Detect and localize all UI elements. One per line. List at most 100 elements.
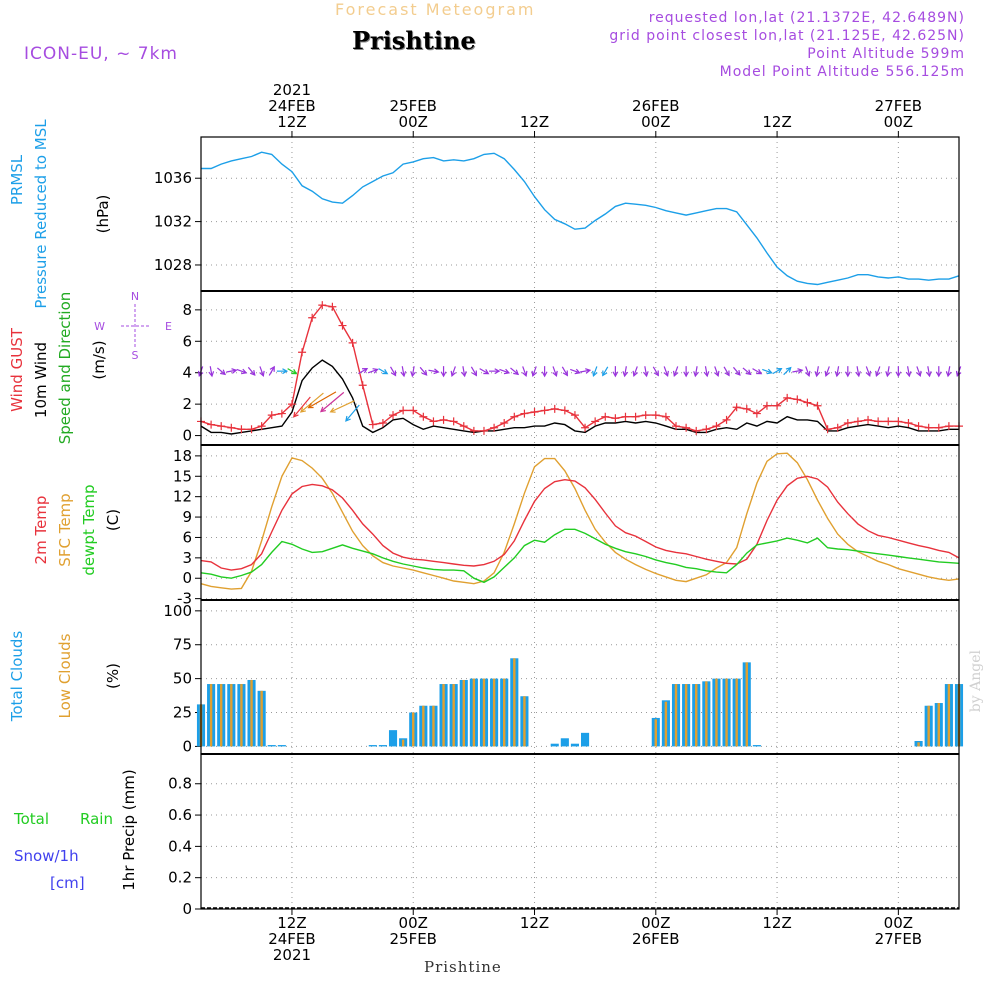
gust-marker — [864, 415, 873, 424]
time-label-top: 00Z — [399, 113, 428, 131]
gust-marker — [530, 408, 539, 416]
gust-marker — [823, 425, 832, 434]
wind-arrow-head — [935, 371, 942, 378]
gust-marker — [803, 398, 812, 407]
gust-marker — [429, 417, 438, 426]
wind-arrow — [390, 366, 397, 376]
gust-marker — [611, 414, 620, 423]
wind-arrow-head — [320, 406, 326, 413]
wind-arrow — [947, 366, 951, 377]
wind-label-gust: Wind GUST — [8, 327, 26, 412]
wind-arrow-head — [259, 370, 265, 378]
low-cloud-bar — [523, 696, 526, 747]
low-cloud-bar — [482, 678, 486, 747]
wind-arrow-head — [683, 371, 690, 378]
wind-arrow — [694, 366, 698, 377]
wind-arrow — [856, 366, 860, 377]
wind-arrow — [479, 368, 489, 375]
y-tick-label: 12 — [173, 488, 192, 506]
temp-label-2m: 2m Temp — [32, 496, 50, 565]
wind-arrow-head — [955, 370, 962, 378]
low-cloud-bar — [260, 690, 263, 747]
time-label-bottom: 00Z — [399, 914, 428, 932]
wind-arrow-head — [329, 407, 336, 413]
wind-arrow-head — [521, 370, 528, 378]
wind-arrow-head — [299, 407, 306, 413]
wind-arrow — [762, 368, 772, 374]
wind-arrow-head — [282, 368, 289, 375]
total-cloud-bar — [752, 745, 761, 747]
gust-marker — [378, 419, 387, 427]
low-cloud-bar — [674, 684, 678, 747]
wind-arrow — [367, 368, 378, 374]
compass-w: W — [94, 320, 105, 333]
low-cloud-bar — [937, 703, 940, 747]
low-cloud-bar — [725, 678, 728, 747]
wind-arrow-head — [249, 369, 256, 376]
wind-arrow-head — [541, 371, 548, 378]
wind-arrow-head — [362, 368, 369, 374]
low-cloud-bar — [684, 684, 688, 747]
gust-marker — [722, 415, 731, 424]
time-label-bottom: 26FEB — [632, 930, 679, 948]
total-cloud-bar — [388, 730, 398, 747]
wind-arrow — [644, 366, 648, 377]
low-cloud-bar — [715, 678, 718, 747]
y-tick-label: 15 — [173, 467, 192, 485]
wind-arrow-head — [585, 368, 592, 374]
gust-marker — [298, 348, 307, 357]
wind-arrow-head — [693, 371, 699, 378]
gust-marker — [500, 419, 509, 427]
clouds-unit: (%) — [104, 663, 122, 689]
low-cloud-bar — [250, 679, 253, 747]
time-label-bottom: 2021 — [273, 946, 311, 964]
wind-arrow — [875, 366, 881, 377]
gust-marker — [712, 422, 721, 431]
low-cloud-bar — [927, 705, 930, 747]
wind-speed-line — [200, 359, 959, 435]
wind-arrow — [742, 367, 751, 375]
low-cloud-bar — [492, 678, 496, 747]
time-label-top: 26FEB — [632, 97, 679, 115]
gust-marker — [762, 401, 771, 410]
wind-arrow-head — [513, 369, 520, 376]
wind-arrow-head — [400, 371, 407, 378]
legend-snow-unit: [cm] — [50, 874, 85, 892]
y-tick-label: 0 — [182, 900, 192, 918]
wind-arrow — [462, 366, 466, 377]
gust-marker — [692, 426, 701, 435]
time-label-bottom: 27FEB — [875, 930, 922, 948]
y-tick-label: 0 — [182, 737, 192, 755]
wind-arrow — [561, 366, 568, 376]
y-tick-label: 9 — [182, 508, 192, 526]
gust-marker — [661, 412, 670, 421]
gust-marker — [469, 426, 478, 435]
gust-marker — [682, 423, 691, 432]
low-cloud-bar — [422, 705, 425, 747]
wind-arrow — [259, 366, 264, 377]
gust-marker — [934, 423, 943, 432]
wind-arrow-head — [494, 368, 501, 375]
wind-arrow — [320, 391, 345, 412]
t2m-line — [200, 475, 960, 571]
wind-arrow — [470, 366, 477, 376]
y-tick-label: 0 — [182, 569, 192, 587]
wind-arrow-head — [231, 368, 238, 374]
wind-arrow-head — [895, 371, 902, 378]
gust-marker — [742, 404, 751, 413]
y-tick-label: 2 — [182, 395, 192, 413]
wind-arrow-head — [804, 370, 811, 378]
gust-marker — [853, 417, 862, 426]
low-cloud-bar — [695, 684, 698, 747]
wind-arrow — [602, 366, 609, 376]
wind-arrow-head — [574, 368, 581, 375]
wind-arrow — [792, 369, 803, 373]
low-cloud-bar — [664, 701, 668, 747]
low-cloud-bar — [503, 678, 506, 747]
time-label-bottom: 12Z — [520, 914, 549, 932]
gust-marker — [591, 417, 600, 426]
point-altitude: Point Altitude 599m — [807, 46, 965, 62]
time-label-top: 25FEB — [389, 97, 436, 115]
wind-arrow — [723, 366, 730, 376]
wind-arrow-head — [745, 369, 752, 376]
